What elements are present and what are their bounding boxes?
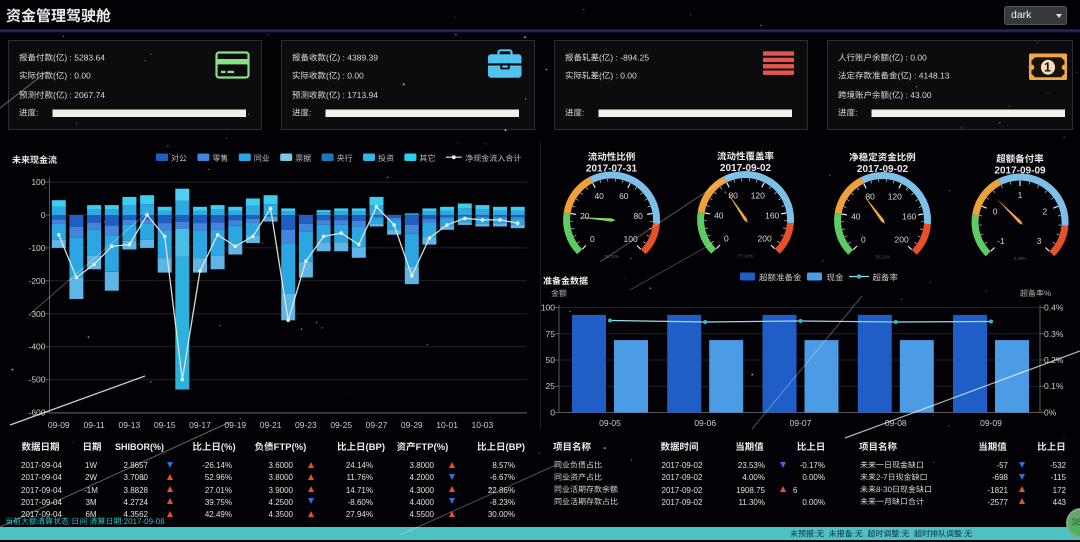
svg-text:0.33%: 0.33% [1014, 256, 1027, 261]
svg-text:0: 0 [993, 207, 998, 217]
svg-text:40: 40 [714, 210, 724, 220]
svg-text:09-25: 09-25 [330, 420, 352, 430]
svg-text:0: 0 [861, 235, 866, 245]
svg-text:120: 120 [888, 191, 902, 201]
svg-text:80: 80 [865, 191, 875, 201]
svg-text:-500: -500 [28, 375, 45, 385]
svg-text:40: 40 [594, 191, 604, 201]
svg-text:1: 1 [1018, 190, 1023, 200]
svg-text:-1: -1 [997, 236, 1005, 246]
svg-text:80: 80 [633, 211, 643, 221]
svg-text:80: 80 [728, 190, 738, 200]
svg-text:2017-09-09: 2017-09-09 [994, 166, 1046, 177]
svg-text:09-09: 09-09 [980, 418, 1002, 428]
svg-text:09-05: 09-05 [599, 418, 621, 428]
svg-text:09-19: 09-19 [224, 420, 246, 430]
svg-text:20: 20 [580, 211, 590, 221]
svg-text:09-06: 09-06 [694, 418, 716, 428]
svg-text:09-09: 09-09 [48, 420, 70, 430]
svg-text:0: 0 [724, 234, 729, 244]
svg-text:-400: -400 [28, 342, 45, 352]
svg-text:160: 160 [765, 210, 779, 220]
svg-text:10-03: 10-03 [472, 420, 494, 430]
svg-text:-200: -200 [28, 276, 45, 286]
svg-text:200: 200 [758, 234, 772, 244]
svg-text:-300: -300 [28, 309, 45, 319]
svg-text:2017-09-02: 2017-09-02 [857, 164, 909, 175]
svg-text:200: 200 [895, 235, 909, 245]
svg-text:09-13: 09-13 [119, 420, 141, 430]
svg-text:09-21: 09-21 [260, 420, 282, 430]
svg-text:09-23: 09-23 [295, 420, 317, 430]
svg-text:2017-09-02: 2017-09-02 [720, 163, 772, 174]
svg-text:-600: -600 [28, 408, 45, 418]
svg-text:50: 50 [546, 355, 556, 365]
svg-text:76.21%: 76.21% [875, 255, 890, 260]
svg-text:100: 100 [624, 234, 638, 244]
svg-text:09-08: 09-08 [885, 418, 907, 428]
svg-text:60: 60 [619, 191, 629, 201]
svg-text:0: 0 [41, 210, 46, 220]
svg-text:2: 2 [1043, 207, 1048, 217]
svg-text:09-27: 09-27 [366, 420, 388, 430]
svg-text:0%: 0% [1044, 408, 1057, 418]
svg-text:76.22%: 76.22% [604, 254, 619, 259]
svg-text:120: 120 [751, 190, 765, 200]
svg-text:100: 100 [31, 177, 45, 187]
svg-text:40: 40 [851, 211, 861, 221]
svg-text:0.1%: 0.1% [1044, 381, 1064, 391]
svg-text:10-01: 10-01 [436, 420, 458, 430]
svg-text:75: 75 [546, 329, 556, 339]
svg-text:3: 3 [1037, 236, 1042, 246]
svg-text:0: 0 [550, 408, 555, 418]
svg-text:0.3%: 0.3% [1044, 329, 1064, 339]
svg-text:0.2%: 0.2% [1044, 355, 1064, 365]
svg-text:2017-07-31: 2017-07-31 [586, 164, 638, 175]
svg-text:-100: -100 [28, 243, 45, 253]
svg-text:09-17: 09-17 [189, 420, 211, 430]
svg-text:0: 0 [590, 234, 595, 244]
svg-text:160: 160 [902, 211, 916, 221]
svg-text:09-29: 09-29 [401, 420, 423, 430]
svg-text:100: 100 [541, 303, 555, 313]
svg-text:09-15: 09-15 [154, 420, 176, 430]
svg-text:09-11: 09-11 [84, 420, 105, 430]
svg-text:77.12%: 77.12% [738, 254, 753, 259]
svg-text:0.4%: 0.4% [1044, 303, 1064, 313]
svg-text:SHIBOR(%): SHIBOR(%) [115, 442, 164, 452]
svg-text:09-07: 09-07 [790, 418, 812, 428]
svg-text:25: 25 [546, 381, 556, 391]
